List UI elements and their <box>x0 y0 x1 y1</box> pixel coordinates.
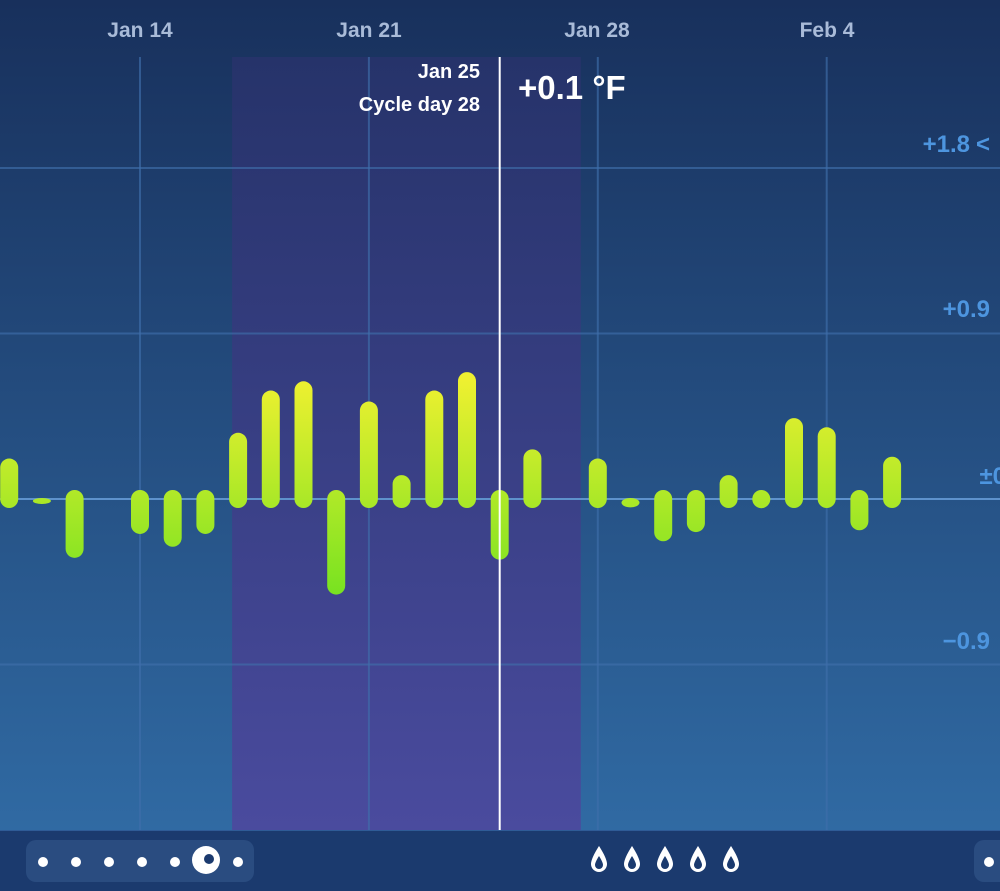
temperature-bar[interactable] <box>425 390 444 508</box>
y-tick-label: −0.9 <box>943 628 990 655</box>
temperature-bar[interactable] <box>458 372 476 508</box>
blood-drop-icon[interactable] <box>722 845 740 873</box>
temperature-bar[interactable] <box>261 390 280 508</box>
temperature-bar[interactable] <box>327 490 346 595</box>
temperature-bar[interactable] <box>719 475 738 508</box>
bars <box>0 372 902 595</box>
temperature-bar[interactable] <box>817 427 836 508</box>
temperature-bar[interactable] <box>392 475 411 508</box>
x-tick-label: Jan 14 <box>107 19 173 42</box>
y-tick-label: +0.9 <box>943 296 990 323</box>
phase-dot-icon[interactable] <box>104 857 114 867</box>
temperature-bar[interactable] <box>686 490 705 533</box>
phase-dot-icon[interactable] <box>137 857 147 867</box>
temperature-bar[interactable] <box>621 498 640 508</box>
blood-drop-icon[interactable] <box>689 845 707 873</box>
temperature-deviation-chart[interactable]: Jan 14 Jan 21 Jan 28 Feb 4 +1.8 < +0.9 ±0… <box>0 0 1000 830</box>
temperature-bar[interactable] <box>785 418 803 508</box>
temperature-bar[interactable] <box>294 381 313 508</box>
moon-phase-icon[interactable] <box>192 846 220 874</box>
x-tick-label: Jan 21 <box>336 19 402 42</box>
x-tick-label: Feb 4 <box>800 19 855 42</box>
moon-phase-selector[interactable] <box>26 840 254 882</box>
cursor-readout: Jan 25 Cycle day 28 +0.1 °F <box>359 61 626 116</box>
temperature-bar[interactable] <box>229 432 248 508</box>
cursor-date: Jan 25 <box>418 61 480 83</box>
y-axis-ticks: +1.8 < +0.9 ±0 −0.9 <box>923 131 1000 655</box>
bottom-bar <box>0 830 1000 891</box>
phase-dot-icon[interactable] <box>984 857 994 867</box>
phase-dot-icon[interactable] <box>233 857 243 867</box>
phase-dot-icon[interactable] <box>170 857 180 867</box>
blood-drop-icon[interactable] <box>590 845 608 873</box>
phase-dot-icon[interactable] <box>71 857 81 867</box>
temperature-bar[interactable] <box>523 449 542 508</box>
temperature-bar[interactable] <box>65 490 84 558</box>
cursor-cycle-day: Cycle day 28 <box>359 94 480 116</box>
y-tick-label: ±0 <box>979 463 1000 490</box>
phase-dot-icon[interactable] <box>38 857 48 867</box>
x-tick-label: Jan 28 <box>564 19 630 42</box>
highlighted-phase-band <box>232 57 581 830</box>
temperature-bar[interactable] <box>32 498 51 504</box>
blood-drop-icon[interactable] <box>656 845 674 873</box>
next-phase-selector[interactable] <box>974 840 1000 882</box>
temperature-bar[interactable] <box>752 490 771 509</box>
cursor-value: +0.1 °F <box>518 69 626 106</box>
temperature-bar[interactable] <box>359 401 378 508</box>
temperature-bar[interactable] <box>588 458 607 508</box>
temperature-bar[interactable] <box>131 490 149 534</box>
blood-drop-icon[interactable] <box>623 845 641 873</box>
temperature-bar[interactable] <box>883 456 902 508</box>
x-axis-ticks: Jan 14 Jan 21 Jan 28 Feb 4 <box>107 19 854 42</box>
temperature-bar[interactable] <box>163 490 182 547</box>
temperature-bar[interactable] <box>0 458 19 508</box>
temperature-bar[interactable] <box>196 490 215 534</box>
y-tick-label: +1.8 < <box>923 131 990 158</box>
temperature-bar[interactable] <box>850 490 869 531</box>
temperature-bar[interactable] <box>654 490 673 542</box>
scroll-left-icon: < <box>976 131 990 158</box>
